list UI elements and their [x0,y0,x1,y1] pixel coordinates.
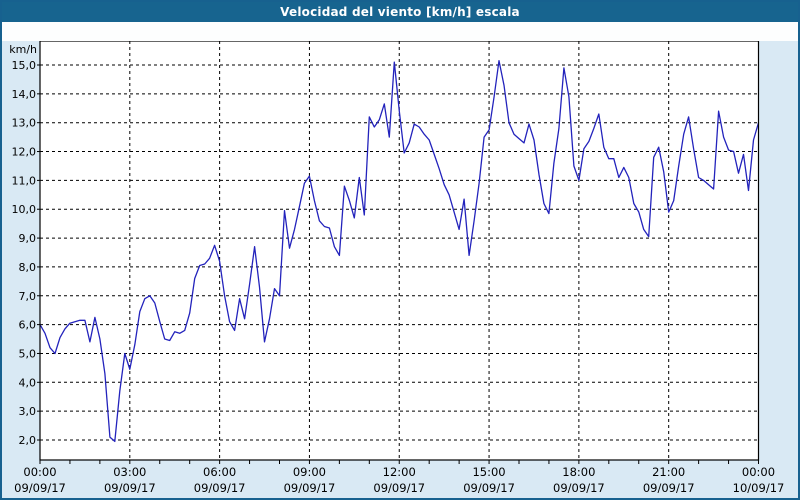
y-tick-label: 14,0 [12,88,37,101]
y-tick-label: 13,0 [12,117,37,130]
x-tick-date-label: 09/09/17 [14,481,66,495]
x-tick-time-label: 00:00 [742,465,775,479]
x-tick-time-label: 00:00 [23,465,56,479]
x-tick-date-label: 09/09/17 [104,481,156,495]
y-tick-label: 7,0 [19,290,37,303]
x-tick-time-label: 03:00 [113,465,146,479]
x-tick-date-label: 09/09/17 [194,481,246,495]
y-axis-unit-label: km/h [9,43,37,56]
x-tick-date-label: 09/09/17 [553,481,605,495]
x-tick-date-label: 09/09/17 [284,481,336,495]
x-tick-date-label: 09/09/17 [373,481,425,495]
x-tick-date-label: 09/09/17 [643,481,695,495]
y-tick-label: 3,0 [19,405,37,418]
x-tick-time-label: 06:00 [203,465,236,479]
x-tick-time-label: 15:00 [472,465,505,479]
x-tick-time-label: 18:00 [562,465,595,479]
y-tick-label: 12,0 [12,146,37,159]
window-titlebar: Velocidad del viento [km/h] escala [2,2,798,22]
window-title: Velocidad del viento [km/h] escala [280,5,520,19]
top-margin-band [2,22,798,41]
y-tick-label: 5,0 [19,347,37,360]
y-tick-label: 8,0 [19,261,37,274]
x-tick-time-label: 09:00 [293,465,326,479]
y-tick-label: 6,0 [19,319,37,332]
y-tick-label: 10,0 [12,203,37,216]
x-tick-time-label: 12:00 [383,465,416,479]
wind-speed-line [39,60,760,443]
x-tick-date-label: 09/09/17 [463,481,515,495]
y-tick-label: 15,0 [12,59,37,72]
y-tick-label: 11,0 [12,174,37,187]
plot-border [39,40,760,461]
y-tick-label: 9,0 [19,232,37,245]
x-tick-date-label: 10/09/17 [733,481,785,495]
y-tick-label: 2,0 [19,434,37,447]
x-tick-time-label: 21:00 [652,465,685,479]
y-tick-label: 4,0 [19,376,37,389]
